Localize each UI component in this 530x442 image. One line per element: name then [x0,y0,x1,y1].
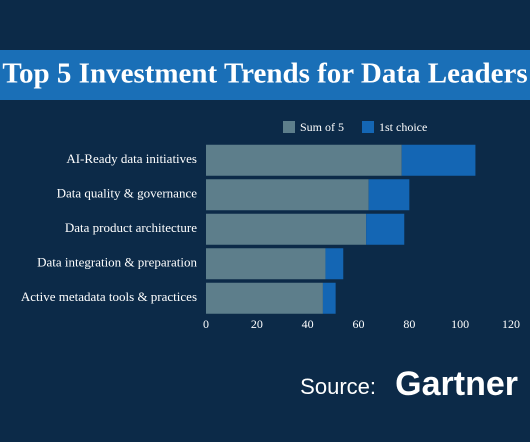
bar-segment [206,282,323,314]
bar-segment [366,213,405,245]
bar-segment [325,248,344,280]
y-tick-label: Data integration & preparation [37,255,197,270]
x-tick-label: 120 [502,317,520,331]
title-banner [0,50,530,100]
legend-swatch [283,121,295,133]
y-tick-label: Data product architecture [65,220,197,235]
legend-swatch [362,121,374,133]
source-name: Gartner [395,365,518,403]
y-tick-label: Active metadata tools & practices [21,289,197,304]
x-tick-label: 40 [302,317,314,331]
x-tick-label: 100 [451,317,469,331]
bar-segment [368,179,410,211]
bar-segment [206,179,369,211]
bar-segment [322,282,336,314]
bar-segment [206,213,367,245]
bar-segment [401,144,476,176]
legend-label: Sum of 5 [300,120,344,134]
bar-segment [206,144,402,176]
legend-label: 1st choice [379,120,427,134]
y-tick-label: AI-Ready data initiatives [66,151,197,166]
x-tick-label: 80 [403,317,415,331]
chart-title: Top 5 Investment Trends for Data Leaders [2,58,527,90]
x-tick-label: 0 [203,317,209,331]
source-label: Source: [300,374,376,399]
y-tick-label: Data quality & governance [57,186,198,201]
x-tick-label: 60 [353,317,365,331]
x-tick-label: 20 [251,317,263,331]
bar-segment [206,248,326,280]
